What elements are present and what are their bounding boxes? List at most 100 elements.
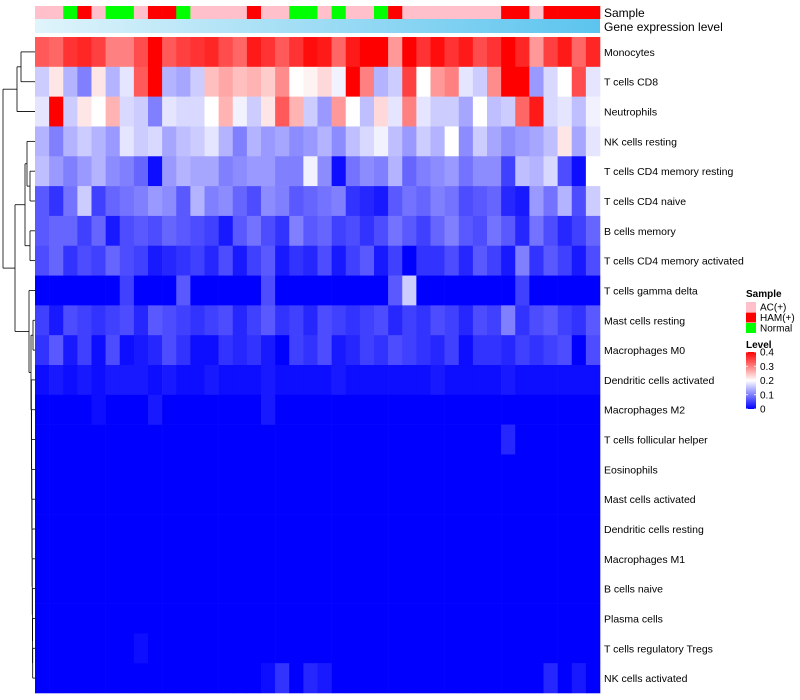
heatmap-cell bbox=[571, 543, 587, 575]
heatmap-cell bbox=[218, 543, 234, 575]
heatmap-cell bbox=[529, 394, 544, 425]
heatmap-cell bbox=[246, 543, 262, 575]
heatmap-cell bbox=[444, 365, 460, 396]
heatmap-cell bbox=[515, 156, 530, 187]
heatmap-cell bbox=[529, 603, 544, 634]
heatmap-cell bbox=[289, 156, 304, 187]
heatmap-cell bbox=[331, 573, 347, 604]
heatmap-cell bbox=[374, 365, 389, 396]
heatmap-cell bbox=[543, 514, 558, 545]
heatmap-cell bbox=[571, 126, 587, 157]
heatmap-cell bbox=[35, 305, 50, 336]
heatmap-cell bbox=[105, 96, 121, 127]
heatmap-cell bbox=[543, 365, 558, 396]
heatmap-cell bbox=[289, 305, 304, 336]
heatmap-cell bbox=[571, 663, 587, 694]
heatmap-cell bbox=[388, 514, 403, 545]
heatmap-cell bbox=[515, 245, 530, 276]
heatmap-cell bbox=[49, 573, 64, 604]
heatmap-cell bbox=[49, 96, 64, 127]
heatmap-cell bbox=[63, 275, 78, 306]
sample-annotation-cell bbox=[571, 6, 587, 19]
heatmap-cell bbox=[303, 305, 318, 336]
heatmap-cell bbox=[77, 96, 92, 127]
heatmap-cell bbox=[232, 633, 248, 664]
heatmap-cell bbox=[275, 454, 290, 485]
sample-annotation-cell bbox=[275, 6, 290, 19]
heatmap-cell bbox=[472, 275, 488, 306]
heatmap-cell bbox=[515, 454, 530, 485]
heatmap-cell bbox=[176, 305, 191, 336]
heatmap-cell bbox=[176, 156, 191, 187]
heatmap-cell bbox=[501, 663, 516, 694]
heatmap-cell bbox=[148, 454, 163, 485]
heatmap-cell bbox=[176, 514, 191, 545]
heatmap-cell bbox=[345, 573, 361, 604]
heatmap-cell bbox=[204, 215, 219, 247]
heatmap-cell bbox=[49, 156, 64, 187]
heatmap-cell bbox=[416, 514, 431, 545]
heatmap-cell bbox=[501, 37, 516, 68]
row-label: T cells CD4 memory activated bbox=[604, 256, 744, 268]
heatmap-cell bbox=[402, 156, 417, 187]
heatmap-cell bbox=[515, 603, 530, 634]
heatmap-cell bbox=[317, 275, 332, 306]
heatmap-cell bbox=[515, 394, 530, 425]
sample-annotation-label: Sample bbox=[604, 6, 645, 20]
heatmap-cell bbox=[359, 543, 375, 575]
heatmap-cell bbox=[515, 484, 530, 515]
heatmap-cell bbox=[289, 66, 304, 97]
heatmap-cell bbox=[487, 424, 502, 455]
row-label: Mast cells activated bbox=[604, 494, 696, 506]
heatmap-cell bbox=[529, 454, 544, 485]
heatmap-cell bbox=[119, 514, 135, 545]
heatmap-cell bbox=[571, 37, 587, 68]
sample-annotation-cell bbox=[35, 6, 50, 19]
heatmap-cell bbox=[49, 275, 64, 306]
sample-annotation-cell bbox=[331, 6, 347, 19]
legend-level-tick-label: 0.1 bbox=[760, 390, 774, 401]
heatmap-cell bbox=[585, 394, 601, 425]
heatmap-cell bbox=[557, 514, 573, 545]
heatmap-cell bbox=[246, 126, 262, 157]
heatmap-cell bbox=[374, 603, 389, 634]
heatmap-cell bbox=[557, 484, 573, 515]
heatmap-cell bbox=[162, 424, 177, 455]
row-label: Dendritic cells activated bbox=[604, 375, 714, 387]
heatmap-cell bbox=[232, 663, 248, 694]
heatmap-cell bbox=[487, 454, 502, 485]
heatmap-cell bbox=[190, 663, 205, 694]
row-label: B cells memory bbox=[604, 226, 677, 238]
heatmap-cell bbox=[345, 424, 361, 455]
heatmap-cell bbox=[374, 394, 389, 425]
heatmap-cell bbox=[515, 305, 530, 336]
heatmap-cell bbox=[91, 663, 106, 694]
heatmap-cell bbox=[162, 484, 177, 515]
heatmap-cell bbox=[487, 245, 502, 276]
heatmap-cell bbox=[529, 573, 544, 604]
heatmap-cell bbox=[275, 305, 290, 336]
heatmap-cell bbox=[49, 633, 64, 664]
heatmap-cell bbox=[557, 96, 573, 127]
heatmap-cell bbox=[529, 126, 544, 157]
row-dendrogram bbox=[2, 51, 35, 679]
heatmap-cell bbox=[133, 514, 149, 545]
heatmap-cell bbox=[416, 215, 431, 247]
heatmap-cell bbox=[275, 126, 290, 157]
heatmap-cell bbox=[501, 126, 516, 157]
heatmap-cell bbox=[204, 633, 219, 664]
heatmap-cell bbox=[430, 603, 445, 634]
heatmap-cell bbox=[529, 186, 544, 217]
heatmap-cell bbox=[63, 543, 78, 575]
heatmap-cell bbox=[204, 335, 219, 366]
heatmap-cell bbox=[359, 156, 375, 187]
heatmap-cell bbox=[444, 484, 460, 515]
heatmap-cell bbox=[585, 66, 601, 97]
heatmap-cell bbox=[35, 543, 50, 575]
heatmap-cell bbox=[529, 663, 544, 694]
heatmap-cell bbox=[374, 186, 389, 217]
heatmap-cell bbox=[359, 394, 375, 425]
heatmap-cell bbox=[374, 633, 389, 664]
heatmap-cell bbox=[133, 484, 149, 515]
heatmap-cell bbox=[472, 245, 488, 276]
